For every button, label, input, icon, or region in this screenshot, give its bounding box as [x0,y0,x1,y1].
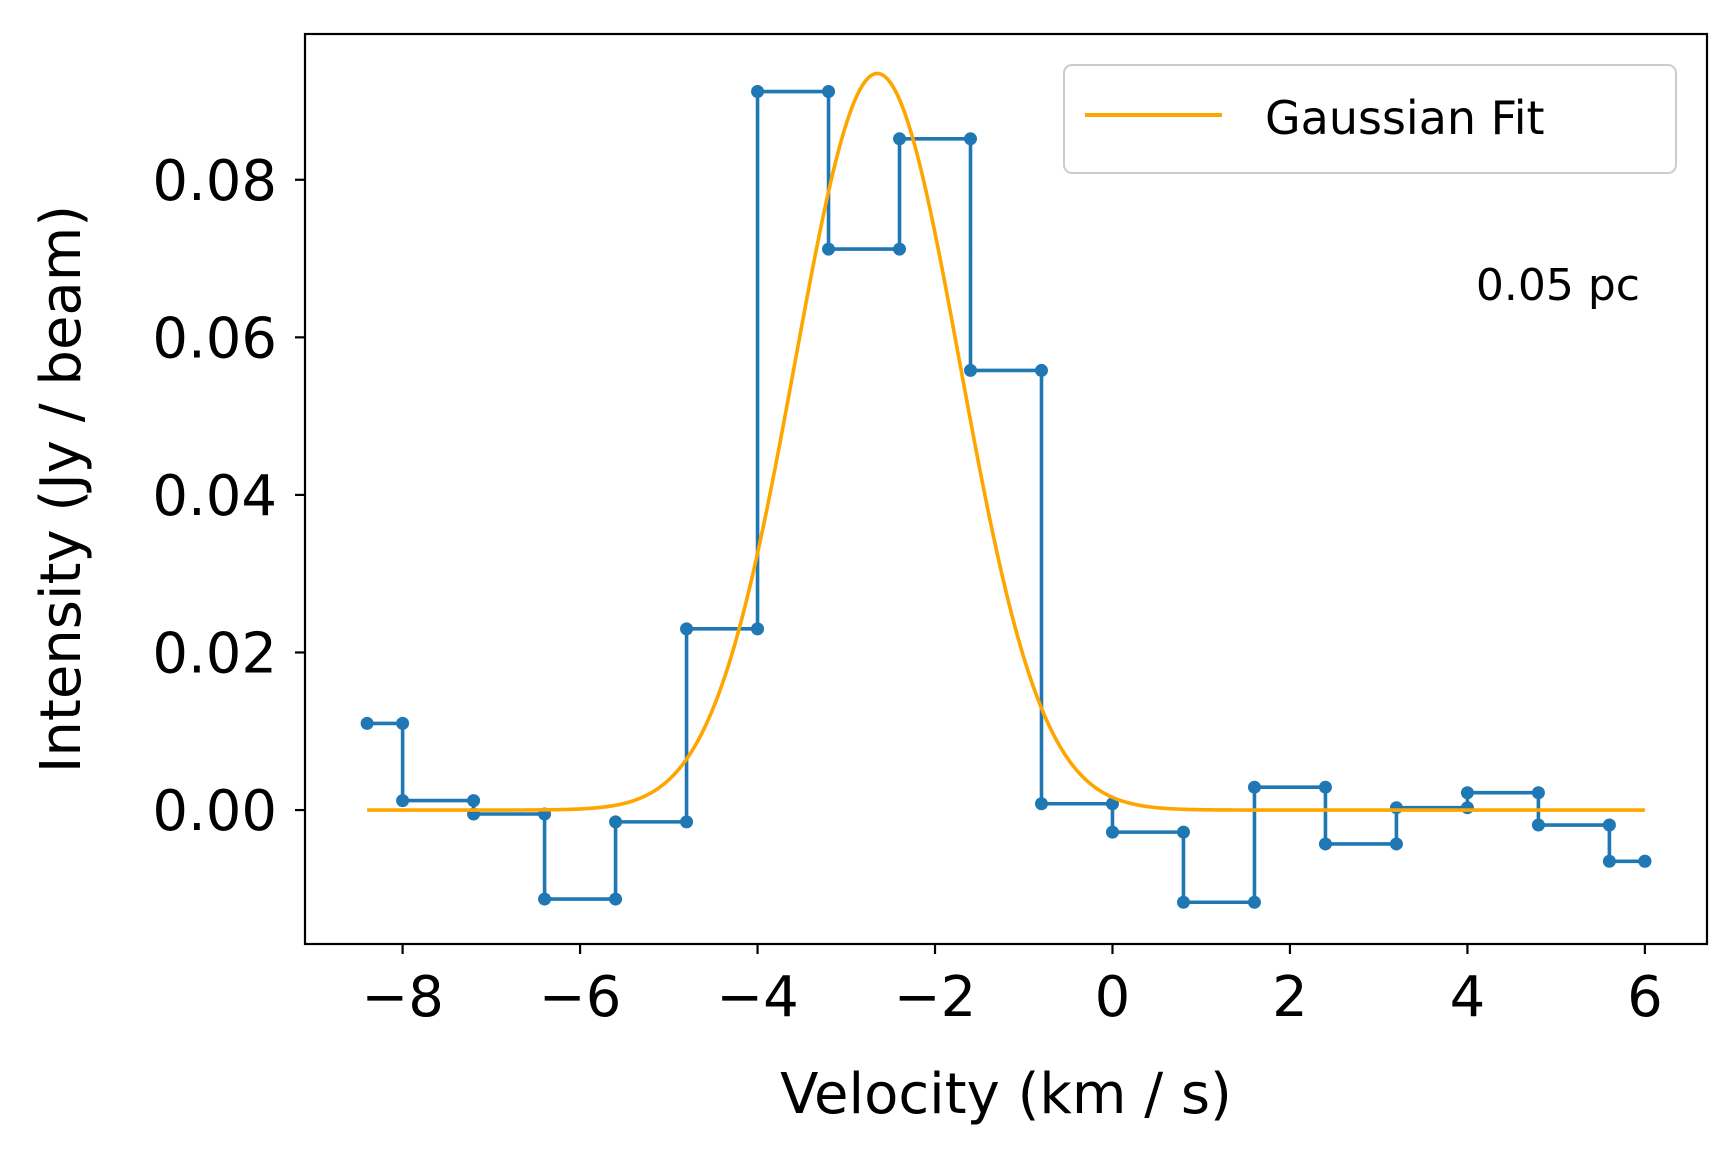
spectrum-point [1105,825,1119,839]
spectrum-point [680,622,694,636]
spectrum-point [1389,801,1403,815]
legend: Gaussian Fit [1063,64,1677,174]
plot-frame [303,32,1709,946]
spectrum-point [1247,780,1261,794]
spectrum-point [1638,854,1652,868]
y-tick-label: 0.06 [152,306,277,371]
spectrum-point [893,242,907,256]
spectrum-point [964,363,978,377]
spectrum-point [609,815,623,829]
spectrum-point [1318,837,1332,851]
gaussian-fit-line [367,71,1645,812]
x-tick-label: 4 [1450,965,1486,1030]
y-tick-label: 0.00 [152,779,277,844]
y-tick-label: 0.02 [152,621,277,686]
x-tick-label: 0 [1095,965,1131,1030]
spectrum-point [1247,895,1261,909]
spectrum-point [1460,786,1474,800]
spectrum-point [822,85,836,99]
spectrum-point [1531,818,1545,832]
spectrum-point [360,716,374,730]
legend-box [1063,64,1677,174]
y-tick-label: 0.04 [152,464,277,529]
spectrum-point [1318,780,1332,794]
y-axis-label: Intensity (Jy / beam) [29,205,94,773]
spectrum-point [1531,786,1545,800]
spectrum-point [467,794,481,808]
spectrum-step-line [367,89,1645,905]
x-axis-label: Velocity (km / s) [780,1062,1232,1127]
spectrum-point [751,622,765,636]
x-tick-label: −6 [539,965,622,1030]
x-tick-label: −2 [894,965,977,1030]
x-tick-label: −4 [716,965,799,1030]
x-tick-label: 6 [1627,965,1663,1030]
spectrum-point [680,815,694,829]
spectrum-point [538,892,552,906]
spectrum-point [1460,801,1474,815]
annotation-text: 0.05 pc [1476,260,1640,311]
spectrum-point [1602,818,1616,832]
y-tick-label: 0.08 [152,149,277,214]
ticks-layer: −8 −6 −4 −2 0 2 4 6 0.00 0.02 0.04 0.06 0.08 [152,149,1662,1030]
spectrum-point [822,242,836,256]
spectrum-point [1034,797,1048,811]
spectrum-point [609,892,623,906]
spectrum-point [964,132,978,146]
spectrum-point [1602,854,1616,868]
x-tick-label: 2 [1272,965,1308,1030]
spectrum-point [396,794,410,808]
data-layer [360,71,1652,909]
spectrum-point [893,132,907,146]
legend-label-gaussian-fit: Gaussian Fit [1265,91,1545,145]
spectrum-point [1176,895,1190,909]
x-tick-label: −8 [361,965,444,1030]
spectrum-point [1034,363,1048,377]
spectrum-point [1389,837,1403,851]
spectrum-point [396,716,410,730]
spectrum-point [1176,825,1190,839]
spectrum-point [751,85,765,99]
